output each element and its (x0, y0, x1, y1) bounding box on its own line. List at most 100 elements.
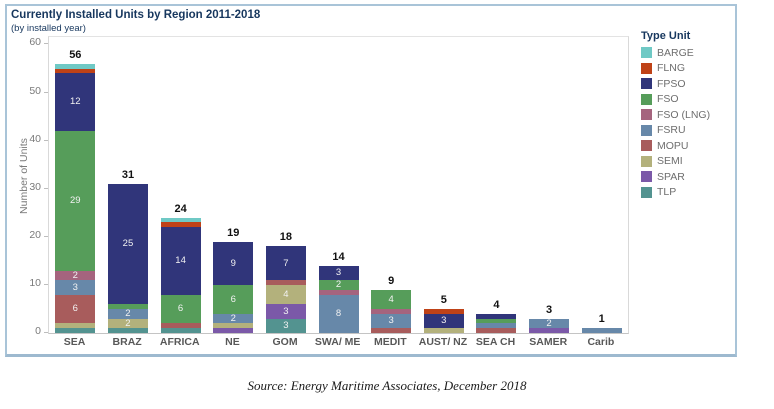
stacked-bar-sea[interactable]: 6 3 2 29 12 56 (55, 49, 96, 333)
bar-segment-fsru[interactable]: 3 (371, 313, 412, 329)
x-axis-label: SAMER (529, 336, 568, 348)
stacked-bar-swa-me[interactable]: 8 2 3 14 (318, 251, 359, 333)
x-axis-label: SEA (63, 336, 86, 348)
stacked-bar-africa[interactable]: 6 14 24 (160, 203, 201, 333)
bar-segment-semi[interactable] (423, 328, 464, 333)
bar-segment-tlp[interactable] (107, 328, 148, 333)
bar-segment-fso-lng-[interactable] (318, 289, 359, 295)
x-axis-label: AUST/ NZ (418, 336, 468, 348)
legend-swatch-icon (641, 93, 652, 105)
legend-item-fso-lng-[interactable]: FSO (LNG) (641, 107, 733, 123)
bar-total-label: 14 (332, 250, 345, 263)
x-axis-label: AFRICA (159, 336, 200, 348)
bar-segment-fpso[interactable] (476, 313, 517, 319)
bar-total-label: 56 (69, 48, 82, 61)
bar-segment-fpso[interactable]: 25 (107, 183, 148, 305)
segment-value-label: 8 (335, 308, 342, 320)
chart-container: Currently Installed Units by Region 2011… (5, 4, 737, 357)
bar-segment-fso[interactable]: 6 (160, 294, 201, 324)
bar-segment-tlp[interactable] (160, 328, 201, 333)
bar-segment-fsru[interactable]: 2 (107, 308, 148, 319)
bar-segment-mopu[interactable]: 6 (55, 294, 96, 324)
bar-segment-semi[interactable] (213, 323, 254, 329)
bar-segment-fso[interactable]: 2 (318, 280, 359, 290)
segment-value-label: 4 (388, 293, 394, 305)
legend-item-barge[interactable]: BARGE (641, 45, 733, 61)
stacked-bar-braz[interactable]: 2 2 25 31 (107, 169, 148, 333)
bar-segment-fso[interactable]: 4 (371, 289, 412, 309)
y-axis-tick-mark (44, 139, 48, 141)
bar-segment-spar[interactable] (213, 328, 254, 333)
bar-segment-fso[interactable] (107, 304, 148, 309)
source-caption: Source: Energy Maritime Associates, Dece… (247, 378, 527, 393)
x-axis-label: GOM (272, 336, 298, 348)
y-axis-tick-mark (44, 91, 48, 93)
legend-item-mopu[interactable]: MOPU (641, 138, 733, 154)
bar-segment-spar[interactable] (529, 328, 570, 333)
segment-value-label: 2 (72, 270, 78, 281)
bar-segment-tlp[interactable] (55, 328, 96, 333)
bar-segment-fpso[interactable]: 9 (213, 241, 254, 285)
bar-segment-spar[interactable]: 3 (265, 304, 306, 319)
legend-swatch-icon (641, 78, 652, 90)
legend-item-spar[interactable]: SPAR (641, 169, 733, 185)
bar-segment-fpso[interactable]: 3 (318, 265, 359, 281)
legend-label: SEMI (657, 155, 683, 168)
bar-segment-fsru[interactable] (581, 328, 622, 333)
bar-segment-semi[interactable] (55, 323, 96, 329)
segment-value-label: 3 (441, 315, 447, 327)
bar-segment-fso-lng-[interactable]: 2 (55, 270, 96, 281)
stacked-bar-gom[interactable]: 3 3 4 7 18 (265, 231, 306, 333)
segment-value-label: 3 (388, 315, 394, 327)
bar-segment-fsru[interactable]: 8 (318, 294, 359, 333)
stacked-bar-medit[interactable]: 3 4 9 (371, 275, 412, 333)
bar-segment-fso-lng-[interactable] (371, 308, 412, 314)
legend-item-fpso[interactable]: FPSO (641, 76, 733, 92)
bar-segment-fpso[interactable]: 12 (55, 73, 96, 132)
segment-value-label: 2 (546, 318, 552, 329)
bar-segment-fsru[interactable]: 2 (213, 313, 254, 324)
bar-segment-fso[interactable]: 6 (213, 284, 254, 314)
legend-item-tlp[interactable]: TLP (641, 185, 733, 201)
legend-item-flng[interactable]: FLNG (641, 61, 733, 77)
y-axis-tick-label: 30 (29, 180, 41, 193)
x-axis-label: MEDIT (373, 336, 407, 348)
bar-segment-flng[interactable] (55, 68, 96, 74)
bar-segment-fso[interactable] (476, 318, 517, 324)
bar-segment-flng[interactable] (160, 222, 201, 228)
segment-value-label: 3 (72, 281, 78, 293)
legend-item-fso[interactable]: FSO (641, 92, 733, 108)
stacked-bar-ne[interactable]: 2 6 9 19 (213, 227, 254, 333)
bar-segment-fsru[interactable]: 3 (55, 280, 96, 295)
bar-total-label: 24 (174, 202, 187, 215)
bar-segment-fsru[interactable] (476, 323, 517, 329)
legend-item-fsru[interactable]: FSRU (641, 123, 733, 139)
stacked-bar-sea-ch[interactable]: 4 (476, 299, 517, 333)
bar-segment-flng[interactable] (423, 308, 464, 314)
bar-segment-fpso[interactable]: 14 (160, 227, 201, 295)
bar-segment-barge[interactable] (55, 63, 96, 69)
segment-value-label: 6 (72, 303, 78, 315)
bar-segment-mopu[interactable] (371, 328, 412, 333)
bar-segment-mopu[interactable] (476, 328, 517, 333)
bar-segment-fsru[interactable]: 2 (529, 318, 570, 329)
bar-segment-mopu[interactable] (265, 280, 306, 285)
y-axis-tick-label: 20 (29, 228, 41, 241)
bar-segment-mopu[interactable] (160, 323, 201, 329)
bar-segment-fpso[interactable]: 7 (265, 246, 306, 281)
legend-item-semi[interactable]: SEMI (641, 154, 733, 170)
x-axis-label: Carib (587, 336, 615, 348)
bar-segment-semi[interactable]: 2 (107, 318, 148, 329)
bar-total-label: 4 (493, 298, 500, 311)
segment-value-label: 25 (122, 238, 134, 250)
legend-swatch-icon (641, 140, 652, 152)
legend-swatch-icon (641, 186, 652, 198)
bar-segment-barge[interactable] (160, 217, 201, 223)
stacked-bar-carib[interactable]: 1 (581, 313, 622, 333)
bar-segment-semi[interactable]: 4 (265, 284, 306, 305)
bar-segment-fso[interactable]: 29 (55, 131, 96, 271)
bar-segment-fpso[interactable]: 3 (423, 313, 464, 329)
bar-segment-tlp[interactable]: 3 (265, 318, 306, 333)
